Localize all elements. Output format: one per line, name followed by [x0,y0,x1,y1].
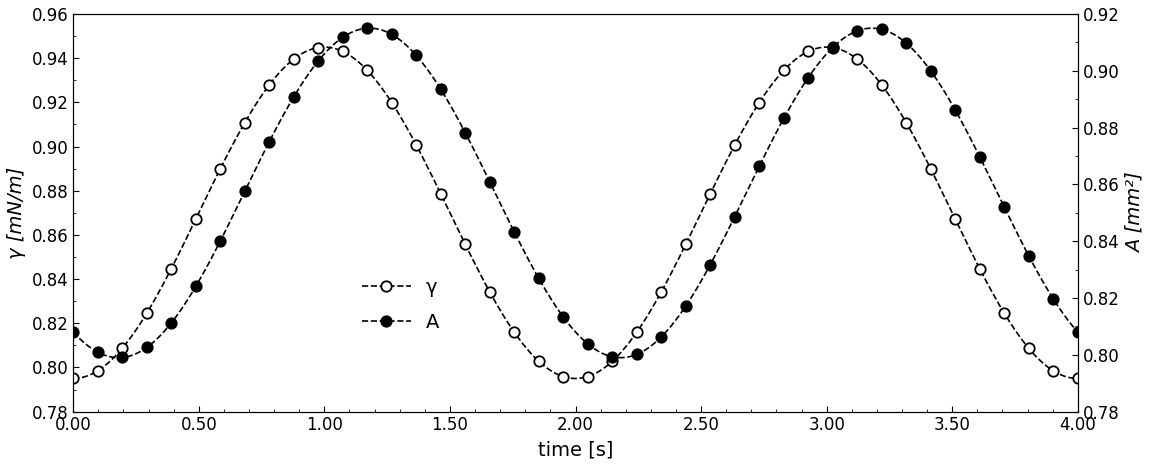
Y-axis label: γ [mN/m]: γ [mN/m] [7,167,26,259]
Y-axis label: A [mm²]: A [mm²] [1125,172,1144,253]
X-axis label: time [s]: time [s] [538,440,613,459]
Legend: γ, A: γ, A [355,270,448,339]
